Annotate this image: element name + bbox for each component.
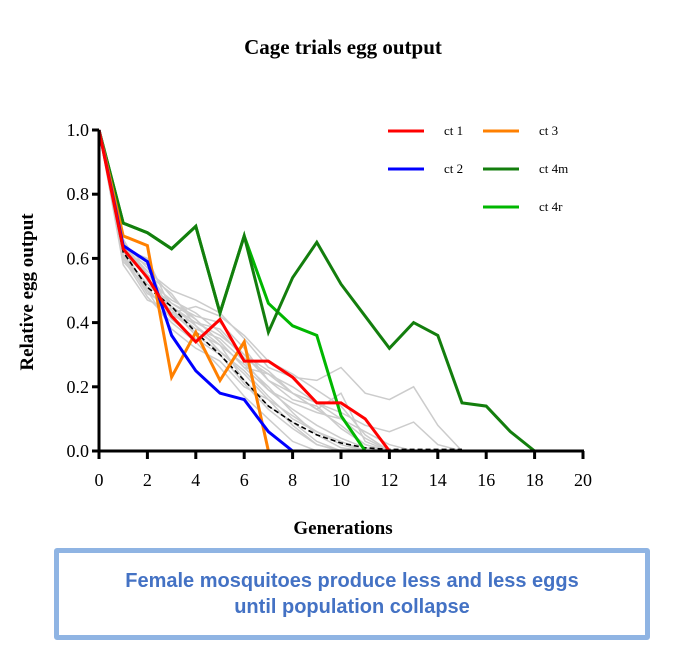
caption-text: Female mosquitoes produce less and less …: [125, 570, 579, 618]
series-line-ct-2: [97, 129, 294, 453]
y-tick-label: 1.0: [67, 120, 90, 140]
x-tick-label: 10: [332, 470, 350, 490]
y-axis-label: Relative egg output: [17, 213, 38, 371]
legend-label: ct 1: [444, 123, 463, 138]
x-tick-label: 14: [429, 470, 447, 490]
x-tick-label: 2: [143, 470, 152, 490]
y-tick-label: 0.8: [67, 184, 90, 204]
highlighted-series: [97, 129, 536, 453]
legend-label: ct 4m: [539, 161, 568, 176]
series-line-ct-3: [97, 129, 270, 452]
chart: Cage trials egg output 0.0 0.2 0.4 0.6 0.8 1.…: [17, 35, 593, 539]
x-tick-label: 18: [526, 470, 544, 490]
x-axis-label: Generations: [293, 518, 392, 539]
x-tick-label: 0: [95, 470, 104, 490]
x-tick-label: 12: [380, 470, 398, 490]
background-series-line: [98, 129, 390, 452]
background-series: [98, 129, 463, 452]
x-tick-label: 8: [288, 470, 297, 490]
y-tick-label: 0.0: [67, 441, 90, 461]
series-line-ct-4m: [97, 129, 536, 453]
legend: ct 1 ct 2 ct 3 ct 4m ct 4r: [388, 123, 568, 214]
chart-title: Cage trials egg output: [244, 35, 442, 59]
legend-label: ct 4r: [539, 199, 563, 214]
y-tick-label: 0.6: [67, 248, 90, 268]
x-tick-label: 4: [191, 470, 200, 490]
axes: 0.0 0.2 0.4 0.6 0.8 1.0 0 2 4 6 8 10 12 14 16 18 20: [67, 120, 593, 490]
x-tick-label: 16: [477, 470, 495, 490]
legend-label: ct 2: [444, 161, 463, 176]
background-series-line: [98, 129, 463, 452]
caption-box: Female mosquitoes produce less and less …: [54, 548, 650, 640]
y-tick-label: 0.4: [67, 313, 90, 333]
x-tick-label: 20: [574, 470, 592, 490]
series-line-ct-1: [97, 129, 391, 452]
background-series-line: [98, 129, 390, 452]
y-tick-label: 0.2: [67, 377, 90, 397]
x-tick-label: 6: [240, 470, 249, 490]
legend-label: ct 3: [539, 123, 558, 138]
